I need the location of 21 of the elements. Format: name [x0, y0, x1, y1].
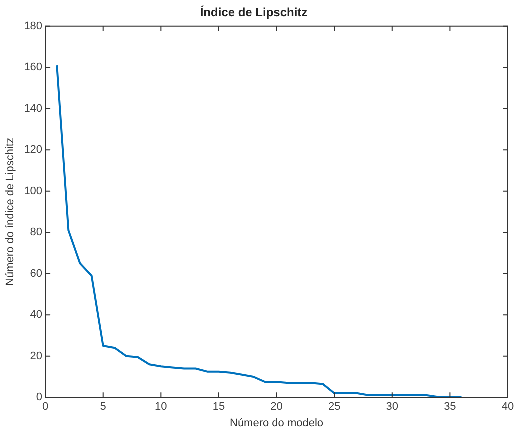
x-tick-label: 10 [155, 401, 168, 414]
x-tick-label: 30 [386, 401, 399, 414]
x-tick-label: 5 [100, 401, 106, 414]
x-axis-title: Número do modelo [230, 417, 324, 430]
x-tick-label: 35 [444, 401, 456, 414]
y-tick-label: 100 [24, 185, 43, 198]
y-tick-label: 80 [30, 226, 43, 239]
y-tick-label: 20 [30, 350, 43, 362]
y-tick-label: 140 [24, 102, 43, 115]
x-tick-label: 25 [328, 401, 341, 414]
y-tick-label: 120 [24, 144, 43, 156]
y-tick-label: 160 [24, 62, 43, 74]
y-tick-label: 60 [30, 268, 43, 280]
y-tick-label: 180 [24, 20, 43, 32]
chart-title: Índice de Lipschitz [200, 6, 308, 20]
y-tick-label: 0 [36, 392, 43, 404]
y-tick-label: 40 [30, 309, 43, 322]
x-tick-label: 20 [270, 401, 283, 414]
x-tick-label: 15 [212, 401, 226, 414]
y-axis-title: Número do índice de Lipschitz [4, 138, 17, 286]
x-tick-label: 40 [502, 401, 514, 414]
